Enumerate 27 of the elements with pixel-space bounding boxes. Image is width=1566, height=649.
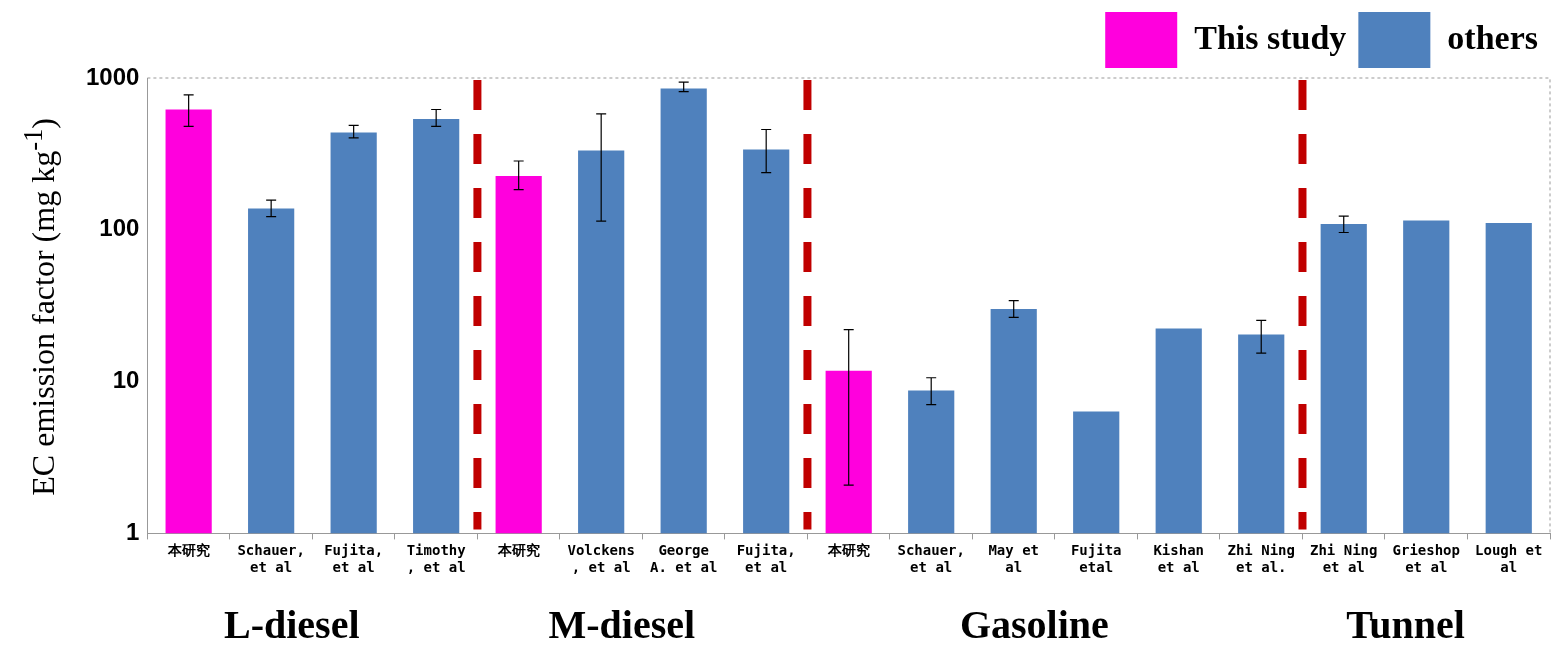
x-tick-label: Volckens , et al (567, 542, 635, 576)
y-tick-label: 100 (99, 214, 140, 242)
y-tick-label: 10 (112, 366, 140, 394)
x-tick-label: Fujita etal (1070, 542, 1122, 576)
x-tick-label: Schauer, et al (237, 542, 305, 576)
x-tick-label: Kishan et al (1153, 542, 1205, 576)
x-tick-label: Fujita, et al (324, 542, 384, 576)
x-tick-label: 本研究 (166, 542, 210, 559)
text: L-diesel (224, 602, 360, 647)
text: Gasoline (959, 602, 1109, 647)
x-tick-label: Lough et al (1475, 542, 1543, 576)
text: M-diesel (548, 602, 696, 647)
x-tick-label: Timothy , et al (406, 542, 467, 576)
legend-label: This study (1194, 18, 1347, 56)
x-tick-label: May et al (988, 542, 1039, 576)
x-tick-label: Grieshop et al (1392, 542, 1460, 576)
x-tick-label: Fujita, et al (736, 542, 796, 576)
x-tick-label: Zhi Ning et al. (1227, 542, 1295, 576)
y-tick-label: 1000 (86, 62, 140, 90)
legend-label: others (1447, 18, 1539, 56)
x-tick-label: Schauer, et al (897, 542, 965, 576)
x-tick-label: Zhi Ning et al (1310, 542, 1378, 576)
y-tick-label: 1 (126, 518, 140, 546)
text: Tunnel (1346, 602, 1465, 647)
x-tick-label: 本研究 (496, 542, 540, 559)
x-tick-label: George A. et al (649, 542, 718, 576)
x-tick-label: 本研究 (826, 542, 870, 559)
